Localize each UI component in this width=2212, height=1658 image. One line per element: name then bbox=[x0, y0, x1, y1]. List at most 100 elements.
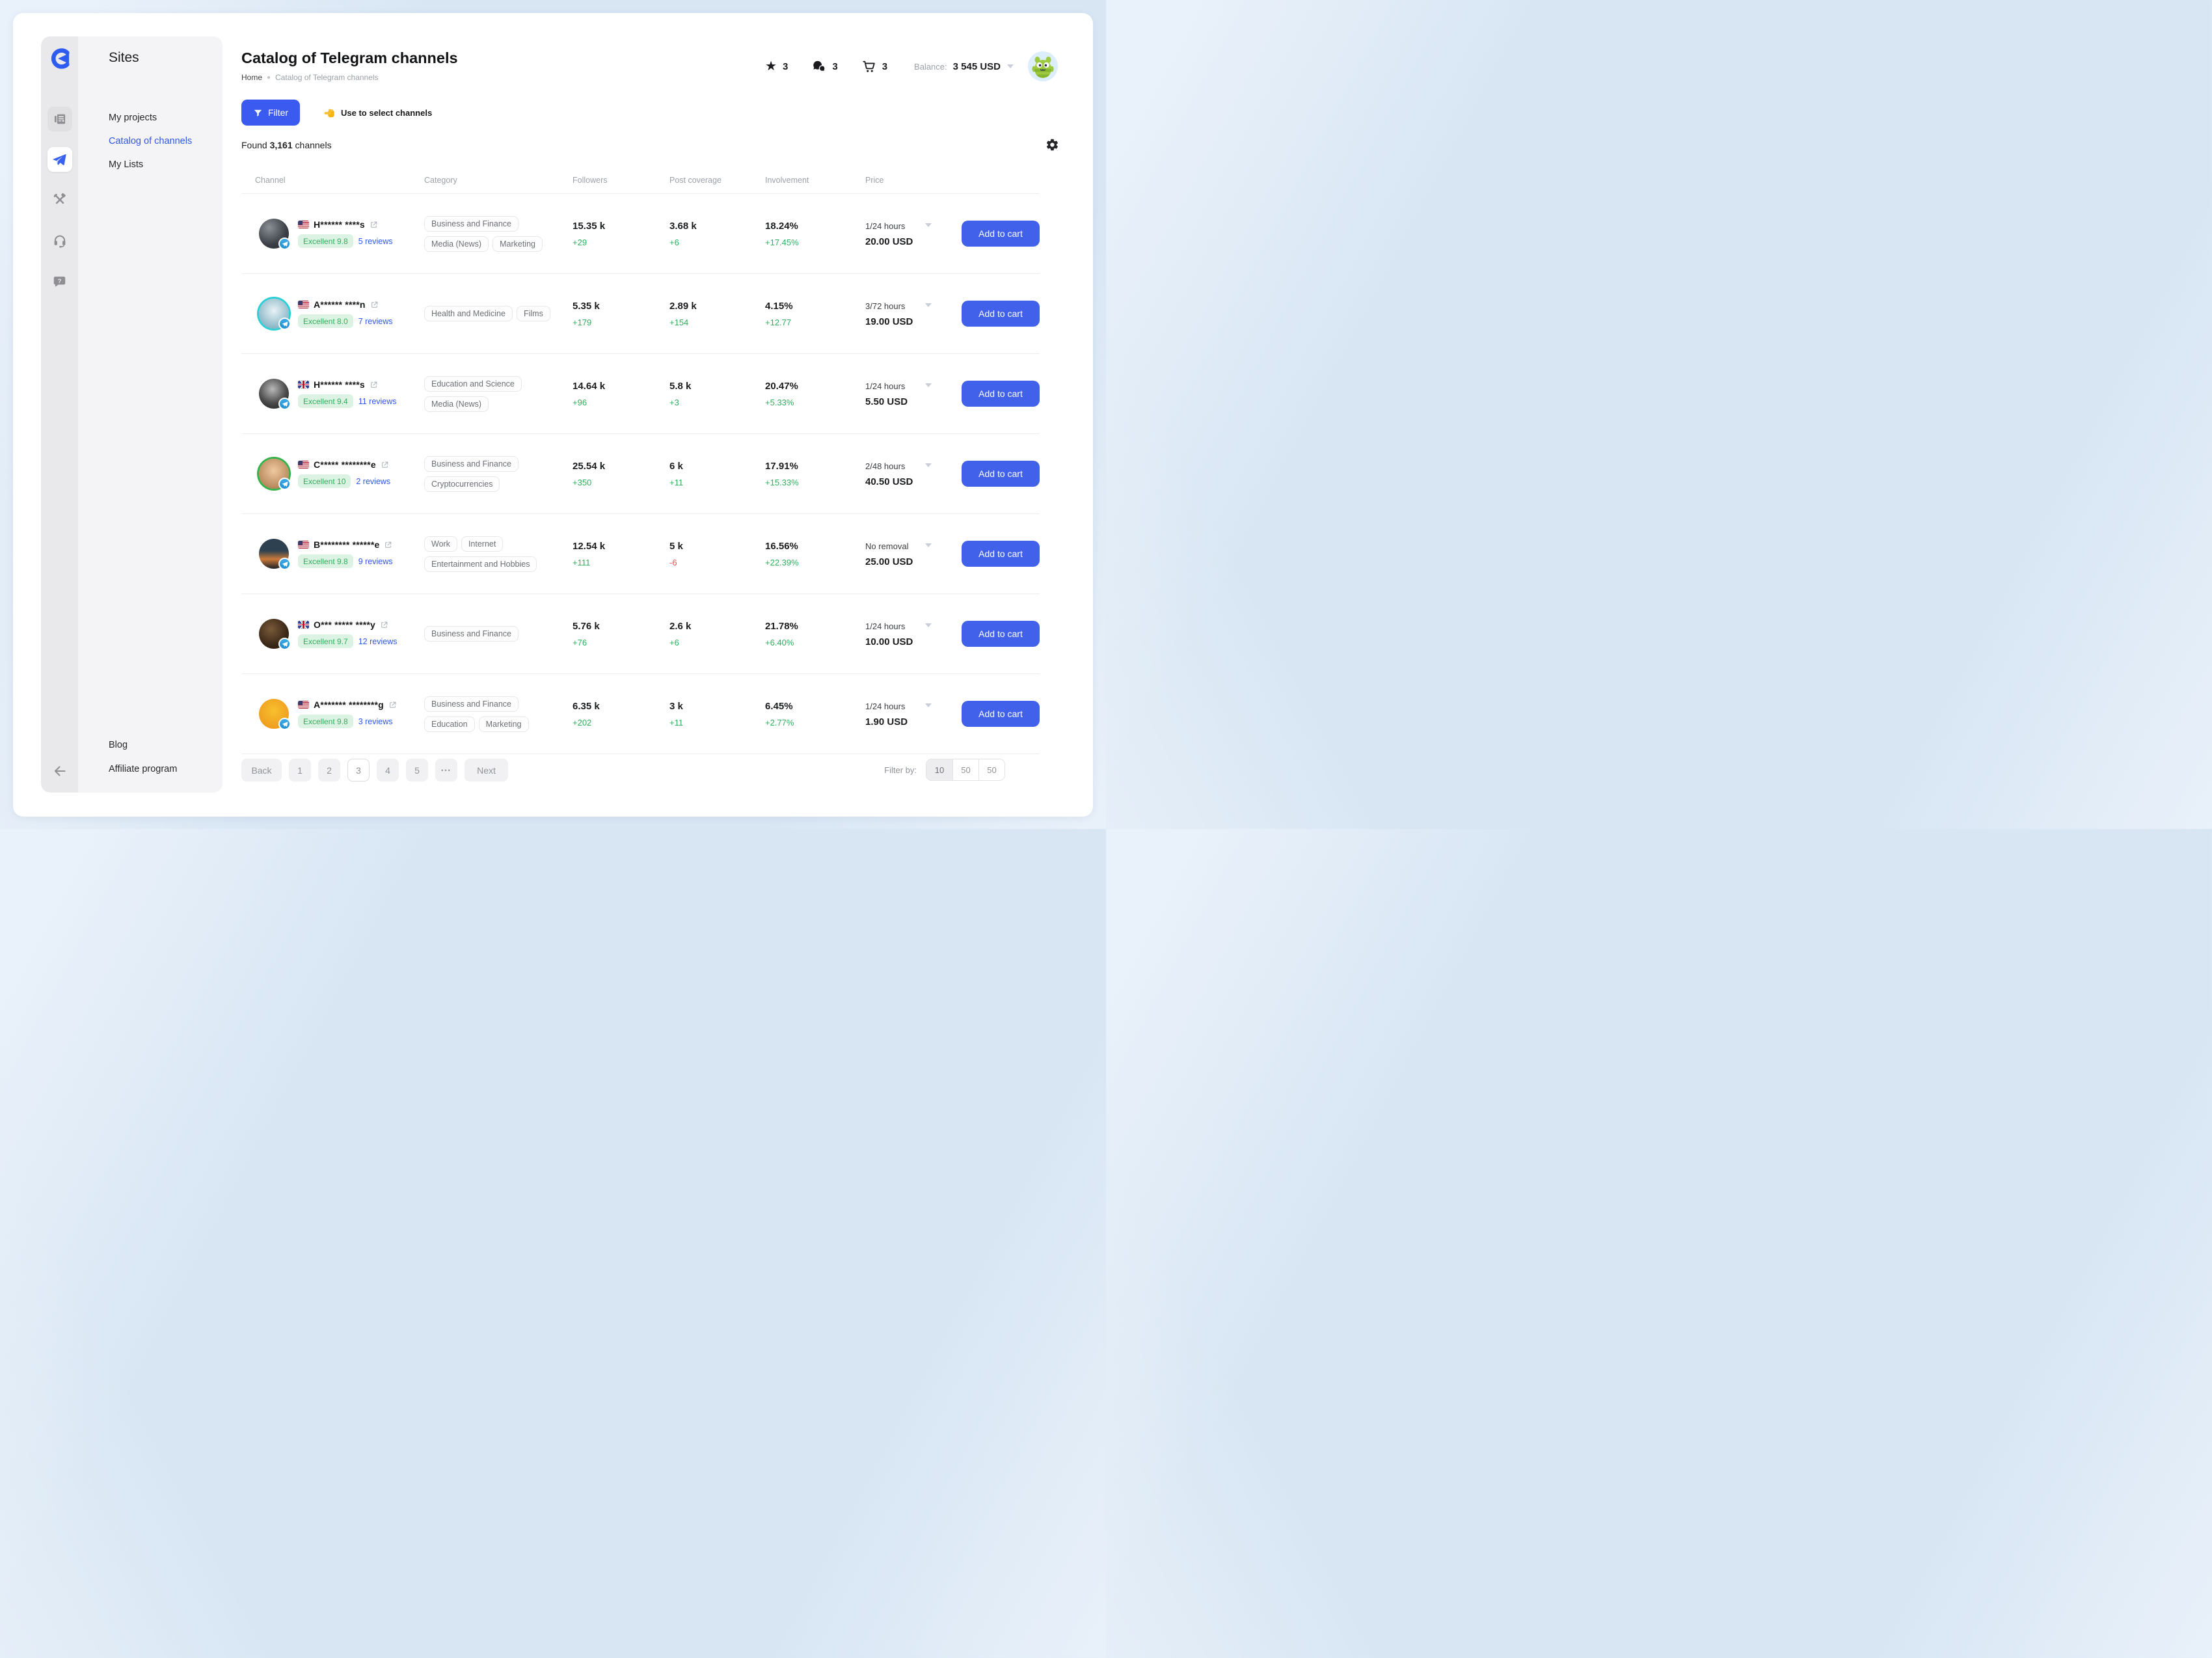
reviews-link[interactable]: 2 reviews bbox=[356, 476, 391, 486]
external-link-icon[interactable] bbox=[388, 701, 397, 709]
pagination-page-3-active[interactable]: 3 bbox=[347, 759, 370, 781]
external-link-icon[interactable] bbox=[370, 221, 378, 229]
add-to-cart-button[interactable]: Add to cart bbox=[962, 461, 1040, 487]
reviews-link[interactable]: 12 reviews bbox=[358, 636, 398, 646]
channel-info: A****** ****n Excellent 8.0 7 reviews bbox=[298, 299, 393, 328]
pagination-page-5[interactable]: 5 bbox=[406, 759, 428, 781]
projects-newspaper-icon[interactable] bbox=[47, 107, 72, 131]
external-link-icon[interactable] bbox=[370, 381, 378, 389]
help-bubble-icon[interactable]: ? bbox=[47, 269, 72, 293]
category-pill: Education bbox=[424, 716, 475, 732]
pointing-left-hand-icon bbox=[324, 107, 336, 118]
filter-button[interactable]: Filter bbox=[241, 100, 300, 126]
cart-counter[interactable]: 3 bbox=[862, 59, 887, 74]
pagination-ellipsis[interactable]: ••• bbox=[435, 759, 457, 781]
followers-value: 6.35 k bbox=[573, 700, 600, 712]
coverage-delta: +154 bbox=[669, 317, 689, 327]
telegram-badge-icon bbox=[278, 558, 291, 570]
pagination-page-4[interactable]: 4 bbox=[377, 759, 399, 781]
add-to-cart-button[interactable]: Add to cart bbox=[962, 621, 1040, 647]
pagination-next-button[interactable]: Next bbox=[465, 759, 508, 781]
tools-icon[interactable] bbox=[47, 187, 72, 212]
sidebar-item-my-projects[interactable]: My projects bbox=[109, 113, 157, 123]
category-pill: Business and Finance bbox=[424, 696, 519, 712]
rating-badge: Excellent 10 bbox=[298, 474, 351, 488]
price-terms-caret-icon[interactable] bbox=[925, 623, 932, 627]
add-to-cart-button[interactable]: Add to cart bbox=[962, 701, 1040, 727]
sidebar-item-affiliate-program[interactable]: Affiliate program bbox=[109, 764, 178, 774]
involvement-cell: 16.56% +22.39% bbox=[765, 541, 865, 567]
messages-counter[interactable]: 3 bbox=[812, 59, 838, 74]
channel-info: B******** ******e Excellent 9.8 9 review… bbox=[298, 539, 393, 568]
involvement-delta: +15.33% bbox=[765, 477, 799, 487]
add-to-cart-button[interactable]: Add to cart bbox=[962, 541, 1040, 567]
price-terms-caret-icon[interactable] bbox=[925, 303, 932, 307]
pagination-page-2[interactable]: 2 bbox=[318, 759, 340, 781]
page-size-50a[interactable]: 50 bbox=[952, 759, 978, 780]
pagination-page-1[interactable]: 1 bbox=[289, 759, 311, 781]
user-avatar[interactable] bbox=[1028, 51, 1058, 81]
cart-icon bbox=[862, 59, 876, 74]
filter-button-label: Filter bbox=[267, 107, 289, 118]
external-link-icon[interactable] bbox=[370, 301, 379, 309]
add-to-cart-button[interactable]: Add to cart bbox=[962, 301, 1040, 327]
breadcrumb-current: Catalog of Telegram channels bbox=[275, 73, 379, 82]
followers-value: 5.35 k bbox=[573, 300, 600, 312]
reviews-link[interactable]: 3 reviews bbox=[358, 716, 393, 726]
sidebar-item-blog[interactable]: Blog bbox=[109, 740, 128, 750]
external-link-icon[interactable] bbox=[381, 461, 389, 469]
table-row: O*** ***** ****y Excellent 9.7 12 review… bbox=[241, 594, 1040, 674]
price-cell: No removal 25.00 USD bbox=[865, 541, 962, 567]
reviews-link[interactable]: 5 reviews bbox=[358, 236, 393, 246]
add-to-cart-button[interactable]: Add to cart bbox=[962, 221, 1040, 247]
price-terms-caret-icon[interactable] bbox=[925, 223, 932, 227]
external-link-icon[interactable] bbox=[380, 621, 388, 629]
reviews-link[interactable]: 11 reviews bbox=[358, 396, 397, 406]
sidebar-item-my-lists[interactable]: My Lists bbox=[109, 159, 144, 170]
involvement-delta: +12.77 bbox=[765, 317, 792, 327]
price-terms-caret-icon[interactable] bbox=[925, 703, 932, 707]
found-text: Found 3,161 channels bbox=[241, 140, 332, 150]
reviews-link[interactable]: 7 reviews bbox=[358, 316, 393, 326]
rating-badge: Excellent 9.8 bbox=[298, 714, 353, 728]
category-pill: Business and Finance bbox=[424, 626, 519, 642]
followers-delta: +76 bbox=[573, 637, 587, 647]
sidebar-item-catalog-of-channels[interactable]: Catalog of channels bbox=[109, 136, 193, 146]
select-channels-hint: Use to select channels bbox=[324, 107, 432, 118]
channel-info: A******* ********g Excellent 9.8 3 revie… bbox=[298, 700, 397, 728]
page-size-50b[interactable]: 50 bbox=[978, 759, 1005, 780]
add-to-cart-button[interactable]: Add to cart bbox=[962, 381, 1040, 407]
price-terms: 3/72 hours bbox=[865, 301, 906, 311]
channel-info: H****** ****s Excellent 9.4 11 reviews bbox=[298, 379, 397, 408]
category-cell: Business and Finance Media (News) Marketin… bbox=[424, 215, 573, 252]
channel-cell: O*** ***** ****y Excellent 9.7 12 review… bbox=[241, 619, 424, 650]
table-settings-gear-icon[interactable] bbox=[1045, 138, 1059, 152]
category-cell: Business and Finance bbox=[424, 626, 573, 642]
external-link-icon[interactable] bbox=[384, 541, 392, 549]
breadcrumb-home[interactable]: Home bbox=[241, 73, 263, 82]
catalog-telegram-icon[interactable] bbox=[47, 147, 72, 172]
channel-info: O*** ***** ****y Excellent 9.7 12 review… bbox=[298, 619, 397, 648]
country-flag-icon bbox=[298, 621, 309, 629]
favorites-counter[interactable]: ★ 3 bbox=[765, 60, 788, 73]
country-flag-icon bbox=[298, 461, 309, 469]
price-terms: 2/48 hours bbox=[865, 461, 906, 471]
pagination-back-button[interactable]: Back bbox=[241, 759, 282, 781]
cart-cell: Add to cart bbox=[962, 701, 1040, 727]
price-terms-caret-icon[interactable] bbox=[925, 383, 932, 387]
price-terms: 1/24 hours bbox=[865, 701, 906, 711]
involvement-delta: +5.33% bbox=[765, 397, 794, 407]
price-terms-caret-icon[interactable] bbox=[925, 463, 932, 467]
balance-dropdown[interactable]: Balance: 3 545 USD bbox=[914, 61, 1014, 72]
found-suffix: channels bbox=[295, 139, 332, 150]
reviews-link[interactable]: 9 reviews bbox=[358, 556, 393, 566]
headset-support-icon[interactable] bbox=[47, 228, 72, 253]
channel-name: H****** ****s bbox=[314, 379, 365, 390]
page-size-10[interactable]: 10 bbox=[926, 759, 952, 780]
channels-table: Channel Category Followers Post coverage… bbox=[241, 176, 1040, 754]
coverage-delta: +3 bbox=[669, 397, 679, 407]
collapse-sidebar-arrow-icon[interactable] bbox=[47, 759, 72, 783]
price-terms-caret-icon[interactable] bbox=[925, 543, 932, 547]
country-flag-icon bbox=[298, 221, 309, 228]
category-pill: Internet bbox=[461, 536, 504, 552]
